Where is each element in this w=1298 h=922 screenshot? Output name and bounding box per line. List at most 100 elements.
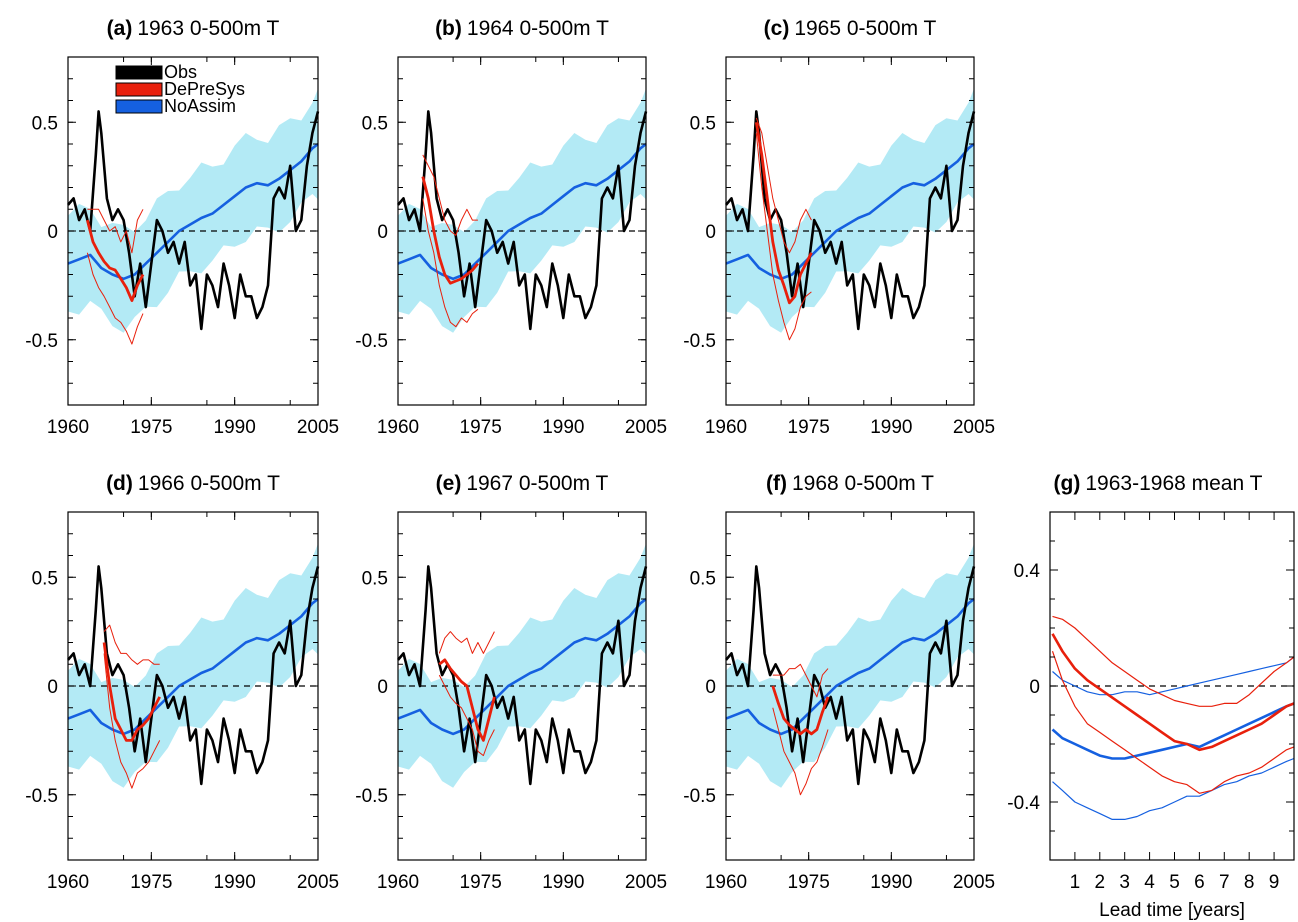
x-tick-label: 1990 xyxy=(542,872,584,893)
noassim-spread-band xyxy=(726,88,974,333)
x-tick-label: 6 xyxy=(1194,872,1205,893)
y-tick-label: 0.5 xyxy=(32,568,58,589)
noassim-line xyxy=(725,597,975,736)
noassim-lower-line xyxy=(1052,757,1295,821)
noassim-spread-band xyxy=(726,543,974,788)
x-tick-label: 4 xyxy=(1144,872,1155,893)
x-tick-label: 1960 xyxy=(377,872,419,893)
x-tick-label: 2005 xyxy=(297,417,339,438)
depresys-lower-line xyxy=(103,653,161,789)
panel-title-text: 1966 0-500m T xyxy=(138,472,280,495)
depresys-upper-line xyxy=(103,624,160,665)
noassim-line xyxy=(67,597,319,736)
obs-line xyxy=(725,110,976,331)
panel-title-text: 1963 0-500m T xyxy=(137,17,279,40)
x-tick-label: 2005 xyxy=(953,417,995,438)
depresys-mean-line xyxy=(1051,633,1295,752)
y-tick-label: -0.5 xyxy=(25,331,58,352)
depresys-line xyxy=(421,176,479,285)
x-axis-label: Lead time [years] xyxy=(1099,900,1245,921)
legend-swatch xyxy=(115,65,163,80)
panel-letter: (d) xyxy=(106,472,133,495)
panel-title-text: 1967 0-500m T xyxy=(466,472,608,495)
obs-line xyxy=(67,565,320,786)
noassim-line xyxy=(397,597,647,736)
noassim-line xyxy=(397,142,647,281)
x-tick-label: 2 xyxy=(1095,872,1106,893)
y-tick-label: 0 xyxy=(705,677,716,698)
y-tick-label: -0.5 xyxy=(355,786,388,807)
depresys-line xyxy=(754,122,813,305)
panel-letter: (a) xyxy=(107,17,133,40)
y-tick-label: 0.5 xyxy=(362,113,388,134)
depresys-upper-line xyxy=(755,117,812,254)
depresys-lower-line xyxy=(1051,651,1295,794)
obs-line xyxy=(397,110,648,331)
depresys-lower-line xyxy=(86,252,144,345)
y-tick-label: 0.5 xyxy=(690,113,716,134)
legend-swatch xyxy=(115,82,163,97)
x-tick-label: 1990 xyxy=(542,417,584,438)
panel-title-text: 1968 0-500m T xyxy=(792,472,934,495)
panel-letter: (b) xyxy=(435,17,462,40)
y-tick-label: 0 xyxy=(47,677,58,698)
noassim-spread-band xyxy=(398,88,646,333)
panel-title: (e) 1967 0-500m T xyxy=(436,472,609,495)
legend-label: Obs xyxy=(164,62,197,82)
depresys-upper-line xyxy=(438,631,495,654)
x-tick-label: 2005 xyxy=(625,872,667,893)
noassim-mean-line xyxy=(1051,702,1295,760)
obs-line xyxy=(67,110,320,331)
x-tick-label: 7 xyxy=(1219,872,1230,893)
y-tick-label: -0.5 xyxy=(683,786,716,807)
x-tick-label: 5 xyxy=(1169,872,1180,893)
y-tick-label: 0 xyxy=(1029,677,1040,698)
depresys-lower-line xyxy=(755,133,812,341)
depresys-upper-line xyxy=(1052,615,1295,707)
depresys-lower-line xyxy=(422,198,479,328)
x-tick-label: 9 xyxy=(1269,872,1280,893)
x-tick-label: 1975 xyxy=(460,872,502,893)
y-tick-label: 0 xyxy=(377,222,388,243)
noassim-line xyxy=(67,142,319,281)
panel-f: 1960 1975 1990 2005 0.5 0 -0.5 (f) 1968 0-500m T xyxy=(683,472,995,893)
x-tick-label: 2005 xyxy=(297,872,339,893)
obs-line xyxy=(397,565,648,786)
x-tick-label: 1990 xyxy=(870,872,912,893)
panel-letter: (c) xyxy=(764,17,790,40)
panel-title-text: 1963-1968 mean T xyxy=(1085,472,1262,495)
panel-title: (g) 1963-1968 mean T xyxy=(1054,472,1263,495)
depresys-upper-line xyxy=(422,154,478,236)
y-tick-label: 0.4 xyxy=(1014,561,1041,582)
y-tick-label: -0.4 xyxy=(1007,793,1040,814)
x-tick-label: 1975 xyxy=(130,417,172,438)
x-tick-label: 1975 xyxy=(130,872,172,893)
panel-letter: (e) xyxy=(436,472,462,495)
y-tick-label: 0 xyxy=(377,677,388,698)
depresys-line xyxy=(771,685,830,736)
x-tick-label: 1960 xyxy=(377,417,419,438)
depresys-line xyxy=(102,642,161,742)
legend-swatch xyxy=(115,99,163,114)
panel-title-text: 1964 0-500m T xyxy=(467,17,609,40)
y-tick-label: -0.5 xyxy=(683,331,716,352)
legend-label: NoAssim xyxy=(164,96,236,116)
depresys-line xyxy=(438,658,496,742)
panel-c: 1960 1975 1990 2005 0.5 0 -0.5 (c) 1965 0-500m T xyxy=(683,17,995,438)
x-tick-label: 1975 xyxy=(788,417,830,438)
panel-title: (c) 1965 0-500m T xyxy=(764,17,937,40)
x-tick-label: 1960 xyxy=(705,872,747,893)
panel-title: (b) 1964 0-500m T xyxy=(435,17,609,40)
depresys-line xyxy=(86,219,145,303)
x-tick-label: 1960 xyxy=(47,872,89,893)
y-tick-label: -0.5 xyxy=(355,331,388,352)
x-tick-label: 1990 xyxy=(870,417,912,438)
y-tick-label: 0.5 xyxy=(690,568,716,589)
panel-title-text: 1965 0-500m T xyxy=(794,17,936,40)
depresys-upper-line xyxy=(87,208,144,254)
panel-a: 1960 1975 1990 2005 0.5 0 -0.5 (a) 1963 0-500m T… xyxy=(25,17,339,438)
noassim-spread-band xyxy=(398,543,646,788)
y-tick-label: -0.5 xyxy=(25,786,58,807)
noassim-spread-band xyxy=(68,88,318,333)
